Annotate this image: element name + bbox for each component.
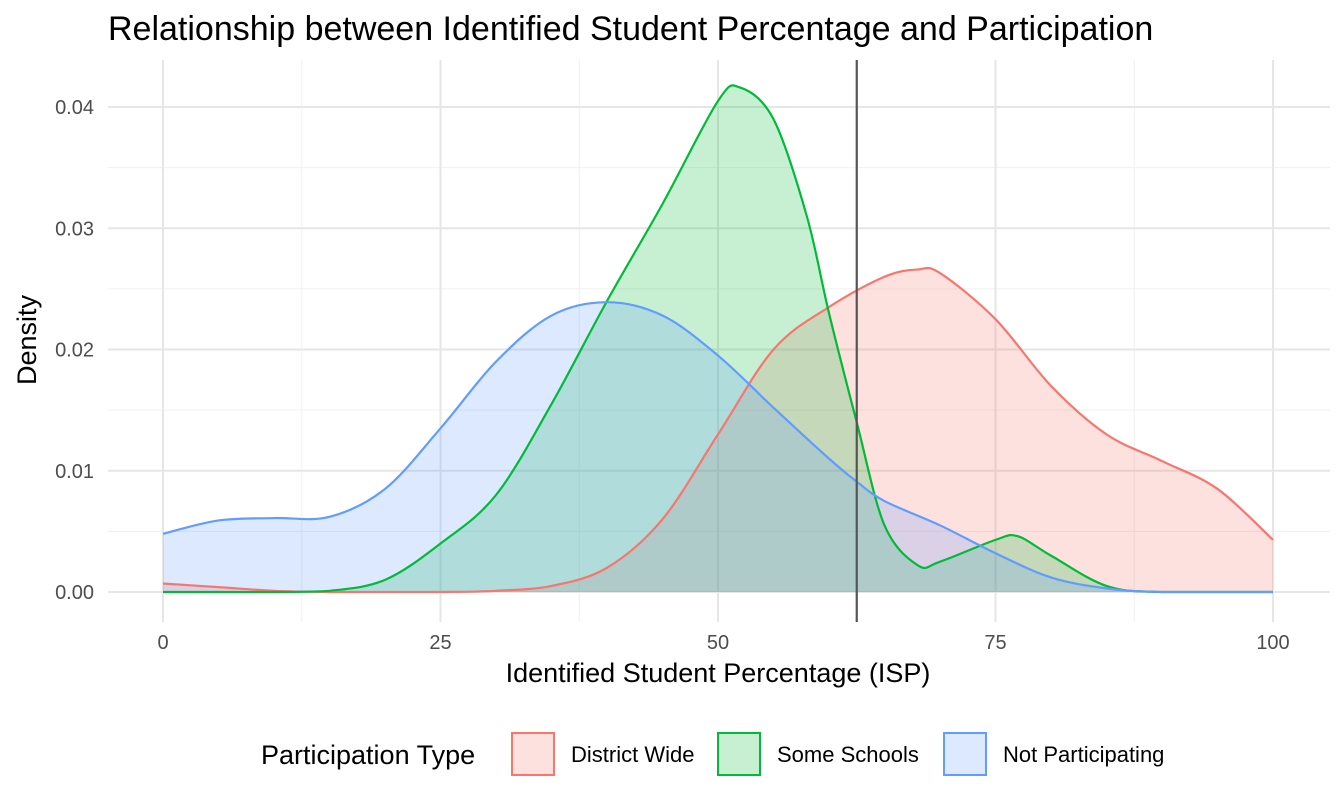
density-area-some-schools	[163, 85, 1273, 593]
x-axis-ticks: 0 25 50 75 100	[157, 632, 1289, 654]
legend-key-district-wide	[511, 732, 555, 776]
y-tick-label: 0.04	[55, 97, 94, 119]
density-areas	[163, 85, 1273, 593]
density-line-not-participating	[162, 301, 1273, 594]
density-area-not-participating	[163, 302, 1273, 592]
density-lines	[162, 84, 1274, 594]
y-axis-ticks: 0.00 0.01 0.02 0.03 0.04	[55, 97, 94, 604]
x-axis-title: Identified Student Percentage (ISP)	[506, 658, 931, 688]
density-area-district-wide	[163, 267, 1273, 592]
x-tick-label: 75	[984, 632, 1006, 654]
legend-key-some-schools	[717, 732, 761, 776]
y-axis-title: Density	[12, 294, 42, 385]
x-tick-label: 100	[1256, 632, 1289, 654]
chart-title: Relationship between Identified Student …	[108, 10, 1153, 48]
x-tick-label: 0	[157, 632, 168, 654]
y-tick-label: 0.02	[55, 340, 94, 362]
density-line-district-wide	[162, 266, 1274, 594]
legend-title: Participation Type	[261, 740, 475, 770]
legend-label-some-schools: Some Schools	[777, 742, 919, 767]
legend-label-district-wide: District Wide	[571, 742, 694, 767]
legend: Participation Type District Wide Some Sch…	[261, 732, 1164, 776]
density-line-some-schools	[163, 84, 1273, 594]
x-tick-label: 25	[429, 632, 451, 654]
y-tick-label: 0.00	[55, 582, 94, 604]
y-tick-label: 0.01	[55, 461, 94, 483]
legend-label-not-participating: Not Participating	[1003, 742, 1164, 767]
y-tick-label: 0.03	[55, 218, 94, 240]
x-tick-label: 50	[707, 632, 729, 654]
legend-key-not-participating	[943, 732, 987, 776]
